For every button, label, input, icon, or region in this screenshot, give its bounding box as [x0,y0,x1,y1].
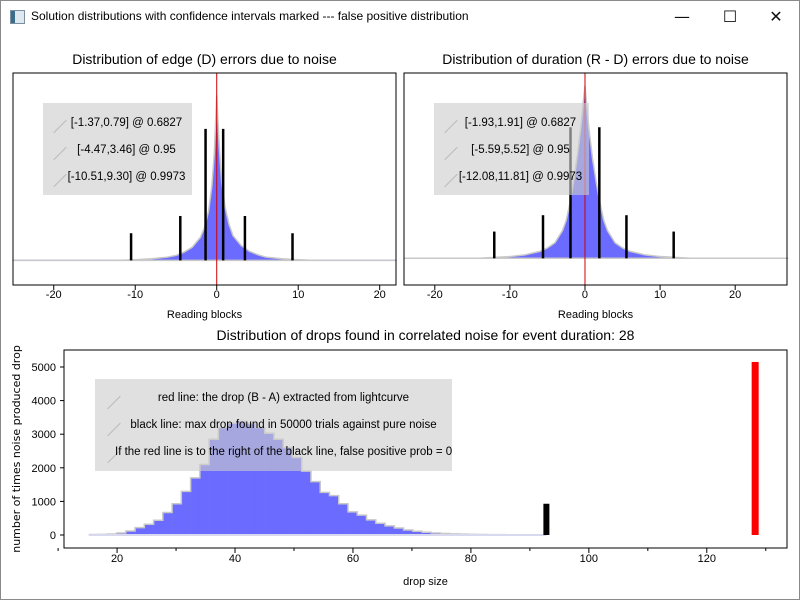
distribution-area [404,85,789,260]
x-axis-label: Reading blocks [558,309,634,321]
x-tick-label: 10 [654,289,666,301]
title-bar: Solution distributions with confidence i… [1,1,799,32]
x-tick-label: -10 [127,289,143,301]
histogram-bar [236,421,247,535]
x-tick-label: 100 [580,553,598,565]
histogram-bar [366,519,377,535]
chart-title: Distribution of drops found in correlate… [217,327,635,343]
x-tick-label: 20 [729,289,741,301]
maximize-button[interactable]: ☐ [722,7,738,26]
histogram-bar [135,527,145,535]
histogram-bar [116,532,127,535]
histogram-bar [209,439,219,535]
x-tick-label: 20 [374,289,386,301]
x-tick-label: 80 [465,553,477,565]
histogram-bar [338,503,349,535]
x-tick-label: 20 [111,553,123,565]
histogram-bar [172,503,182,535]
histogram-bar [348,511,358,535]
close-button[interactable]: ✕ [769,7,783,26]
x-axis-label: Reading blocks [167,309,243,321]
y-tick-label: 3000 [32,429,56,441]
legend-item: [-4.47,3.46] @ 0.95 [77,144,176,156]
y-tick-label: 4000 [32,396,56,408]
histogram-bar [301,471,312,535]
histogram-bar [273,439,284,535]
histogram-bar [227,423,238,535]
legend-item: black line: max drop found in 50000 tria… [130,419,437,431]
minimize-button[interactable]: — [674,7,690,26]
x-tick-label: 0 [214,289,220,301]
histogram-bar [292,457,303,535]
histogram-bar [394,527,404,535]
legend-edge: [-1.37,0.79] @ 0.6827 [-4.47,3.46] @ 0.9… [43,103,192,195]
histogram-bar [144,524,154,535]
x-tick-label: -10 [502,289,518,301]
y-tick-label: 1000 [32,496,56,508]
max-noise-drop-line [543,503,550,535]
x-tick-label: 120 [698,553,716,565]
x-tick-label: 60 [347,553,359,565]
legend-item: [-5.59,5.52] @ 0.95 [471,144,570,156]
histogram-bar [283,447,293,535]
x-tick-label: 10 [292,289,304,301]
legend-item: [-10.51,9.30] @ 0.9973 [67,171,186,183]
histogram-bar [385,525,395,535]
histogram-bar [310,481,321,535]
histogram-bar [246,423,256,535]
legend-item: [-12.08,11.81] @ 0.9973 [458,171,583,183]
legend-item: If the red line is to the right of the b… [115,446,453,458]
y-tick-label: 2000 [32,463,56,475]
y-tick-label: 5000 [32,362,56,374]
chart-title: Distribution of edge (D) errors due to n… [72,51,337,67]
histogram-bar [403,529,414,535]
histogram-bar [218,427,228,535]
plot-frame [403,72,788,286]
histogram-bar [153,520,164,535]
x-tick-label: -20 [427,289,443,301]
y-axis-label: number of times noise produced drop [10,345,23,553]
x-tick-label: 40 [229,553,241,565]
legend-item: [-1.37,0.79] @ 0.6827 [70,117,183,129]
histogram-bar [190,477,201,535]
legend-item: [-1.93,1.91] @ 0.6827 [464,117,577,129]
legend-drops: red line: the drop (B - A) extracted fro… [95,379,452,471]
histogram-bar [255,427,265,535]
x-axis-label: drop size [403,576,448,588]
plot-frame [12,72,397,286]
window-title: Solution distributions with confidence i… [31,9,469,23]
observed-drop-line [751,361,759,535]
histogram-bar [181,491,191,535]
x-tick-label: 0 [582,289,588,301]
histogram-bar [320,492,330,535]
histogram-bar [375,523,386,535]
histogram-bar [329,495,340,535]
histogram-bar [357,515,367,535]
histogram-bar [162,512,173,535]
plot-frame [63,349,788,549]
chart-title: Distribution of duration (R - D) errors … [442,51,749,67]
histogram-bar [199,464,210,535]
legend-item: red line: the drop (B - A) extracted fro… [157,392,410,404]
histogram-bar [264,433,275,535]
histogram-bar [412,531,423,535]
histogram-bar [422,532,432,535]
x-tick-label: -20 [46,289,62,301]
app-icon [10,10,25,24]
histogram-bar [125,530,136,535]
histogram-bar [431,532,441,535]
y-tick-label: 0 [50,530,56,542]
legend-duration: [-1.93,1.91] @ 0.6827 [-5.59,5.52] @ 0.9… [434,103,589,195]
